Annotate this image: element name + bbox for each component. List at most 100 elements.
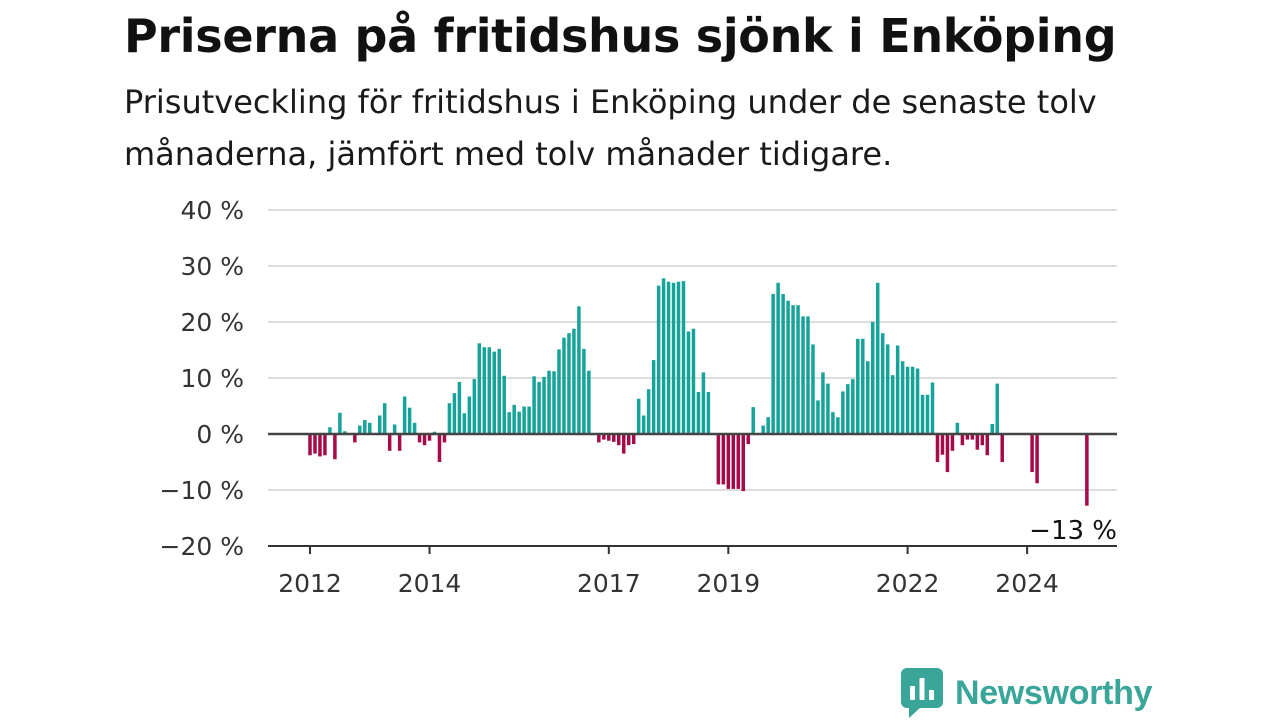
bar (562, 337, 566, 434)
bar (1030, 434, 1034, 473)
bars (308, 278, 1089, 506)
bar (895, 345, 900, 434)
bar (333, 434, 337, 460)
bar (821, 372, 825, 434)
bar (656, 285, 661, 434)
bar (970, 434, 975, 440)
bar (990, 423, 995, 434)
last-value-label: −13 % (1029, 516, 1117, 546)
y-axis-ticks: 40 % 30 % 20 % 10 % 0 % −10 % −20 % (160, 196, 244, 561)
bar (940, 434, 945, 455)
x-tick-label: 2022 (876, 569, 940, 598)
y-tick-label: 20 % (180, 308, 244, 337)
bar (831, 412, 835, 434)
bar (880, 333, 885, 434)
bar (308, 434, 312, 456)
bar (791, 305, 795, 434)
bar (651, 360, 656, 434)
bar (856, 338, 860, 434)
bar (846, 384, 850, 434)
bar (686, 331, 691, 434)
bar (502, 375, 506, 434)
bar (776, 282, 780, 434)
bar (537, 381, 541, 434)
bar (796, 305, 800, 434)
bar (587, 370, 591, 434)
bar (960, 434, 965, 446)
bar (781, 294, 785, 434)
bar (935, 434, 940, 462)
bar (547, 370, 551, 434)
bar (567, 333, 571, 434)
bar (382, 403, 387, 434)
bar (816, 400, 820, 434)
bar (318, 434, 322, 457)
bar (861, 338, 865, 434)
bar (841, 391, 845, 434)
bar (353, 434, 357, 443)
bar (343, 431, 347, 434)
bar (691, 328, 696, 434)
chart-subtitle: Prisutveckling för fritidshus i Enköping… (124, 83, 1097, 173)
newsworthy-logo: Newsworthy (901, 668, 1153, 718)
bar (512, 404, 516, 434)
x-tick-label: 2014 (398, 569, 462, 598)
bar (557, 349, 561, 434)
bar (965, 434, 970, 440)
y-tick-label: 10 % (180, 364, 244, 393)
bar (437, 434, 442, 462)
bar (612, 434, 616, 442)
bar (671, 282, 676, 434)
x-tick-label: 2012 (278, 569, 342, 598)
bar (771, 294, 775, 434)
bar (487, 347, 492, 434)
bar (492, 351, 497, 434)
bar (696, 392, 701, 434)
annotations: −13 % (1029, 516, 1117, 546)
bar (930, 382, 935, 434)
bar (462, 413, 467, 434)
chart-title: Priserna på fritidshus sjönk i Enköping (124, 9, 1117, 63)
bar (995, 383, 999, 434)
bar (985, 434, 990, 456)
bar (801, 316, 805, 434)
bar (866, 361, 870, 434)
bar (836, 417, 840, 434)
bar (452, 393, 457, 434)
bar (572, 328, 576, 434)
bar (597, 434, 601, 443)
bar (811, 344, 815, 434)
bar (392, 424, 397, 434)
bar (910, 366, 915, 434)
bar (457, 381, 462, 434)
bar (806, 316, 810, 434)
bar (313, 434, 317, 454)
bar (766, 417, 770, 434)
bar (497, 348, 501, 434)
bar (517, 411, 521, 434)
bar (641, 415, 646, 434)
bar (507, 412, 511, 434)
bar (338, 412, 342, 434)
bar (890, 375, 895, 434)
bar (328, 427, 332, 434)
bar (412, 422, 417, 434)
bar (731, 434, 736, 489)
bar (950, 434, 955, 451)
bar (875, 282, 880, 434)
bar (736, 434, 741, 489)
bar (666, 281, 671, 434)
newsworthy-logo-text: Newsworthy (955, 673, 1153, 712)
x-tick-label: 2019 (697, 569, 761, 598)
x-tick-label: 2024 (995, 569, 1059, 598)
bar (377, 415, 382, 434)
bar (631, 434, 636, 445)
bar (701, 372, 706, 434)
bar (721, 434, 726, 485)
bar (522, 406, 526, 434)
bar (676, 281, 681, 434)
bar (397, 434, 402, 451)
bar (661, 278, 666, 434)
bar (472, 379, 477, 434)
